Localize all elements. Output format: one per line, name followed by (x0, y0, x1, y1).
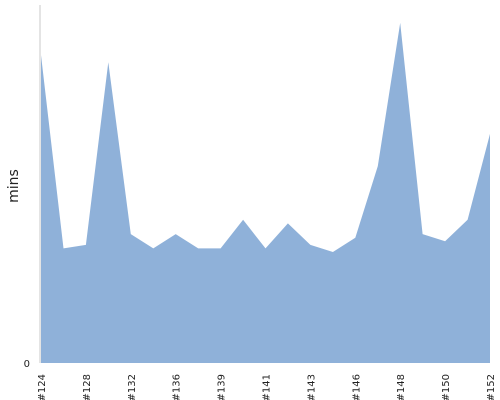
x-tick-label: #148 (396, 374, 407, 400)
x-tick-label: #150 (441, 374, 452, 400)
plot-area (41, 22, 490, 364)
x-tick-label: #139 (217, 374, 228, 400)
x-tick-label: #152 (486, 374, 497, 400)
x-tick-label: #124 (37, 374, 48, 400)
x-tick-label: #143 (306, 374, 317, 400)
series-area (41, 22, 490, 364)
x-tick-label: #146 (351, 374, 362, 400)
x-tick-label: #136 (172, 374, 183, 400)
x-tick-label: #132 (127, 374, 138, 400)
y-axis-label: mins (6, 169, 22, 203)
x-axis-ticks: #124 #128 #132 #136 #139 #141 #143 #146 #148 #150… (37, 374, 497, 400)
x-tick-label: #141 (262, 374, 273, 400)
y-tick-label-0: 0 (24, 359, 30, 370)
x-tick-label: #128 (82, 374, 93, 400)
